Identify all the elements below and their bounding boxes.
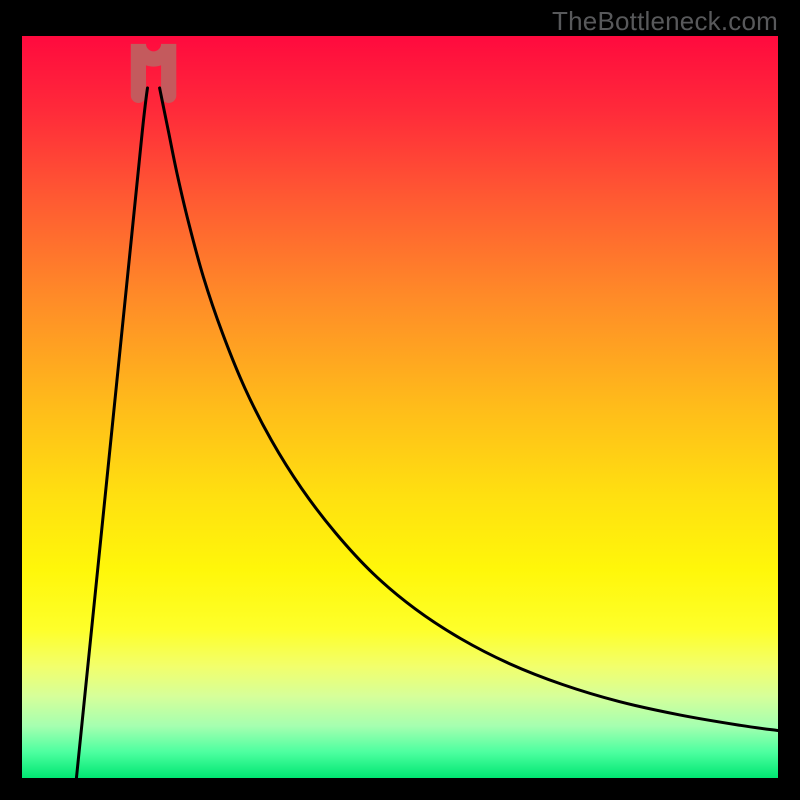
gradient-background	[22, 36, 778, 778]
chart-svg	[22, 36, 778, 778]
chart-container: TheBottleneck.com	[0, 0, 800, 800]
watermark-text: TheBottleneck.com	[552, 6, 778, 37]
plot-area	[22, 36, 778, 778]
